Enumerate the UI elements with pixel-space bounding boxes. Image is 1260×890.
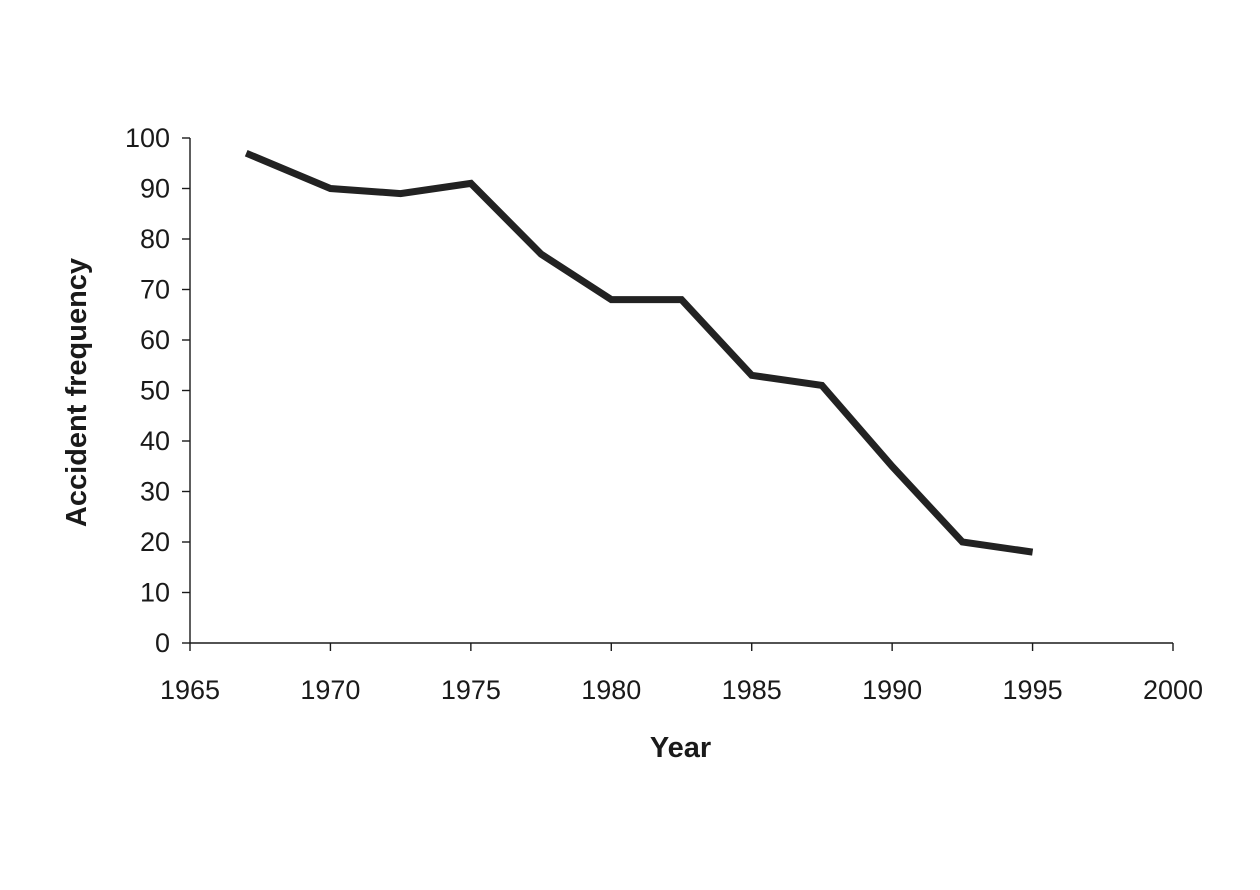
y-tick-label: 30: [140, 477, 170, 507]
y-tick-label: 80: [140, 224, 170, 254]
series-line: [244, 149, 1034, 556]
x-tick-label: 1975: [441, 675, 501, 705]
x-tick-label: 1970: [300, 675, 360, 705]
y-tick-label: 60: [140, 325, 170, 355]
y-tick-label: 100: [125, 123, 170, 153]
x-ticks: 1965 1970 1975 1980 1985 1990 1995 2000: [160, 643, 1203, 705]
y-tick-label: 40: [140, 426, 170, 456]
x-tick-label: 1995: [1003, 675, 1063, 705]
y-ticks: 0 10 20 30 40 50 60 70 80 90 100: [125, 123, 190, 658]
y-tick-label: 50: [140, 376, 170, 406]
x-tick-label: 1965: [160, 675, 220, 705]
y-tick-label: 0: [155, 628, 170, 658]
y-tick-label: 20: [140, 527, 170, 557]
axes: [189, 138, 1173, 644]
x-tick-label: 1990: [862, 675, 922, 705]
y-tick-label: 70: [140, 275, 170, 305]
y-tick-label: 10: [140, 578, 170, 608]
x-axis-title: Year: [650, 732, 711, 764]
series: [244, 149, 1034, 556]
x-tick-label: 1980: [581, 675, 641, 705]
y-axis-title: Accident frequency: [61, 258, 93, 527]
y-tick-label: 90: [140, 174, 170, 204]
x-tick-label: 2000: [1143, 675, 1203, 705]
x-tick-label: 1985: [722, 675, 782, 705]
